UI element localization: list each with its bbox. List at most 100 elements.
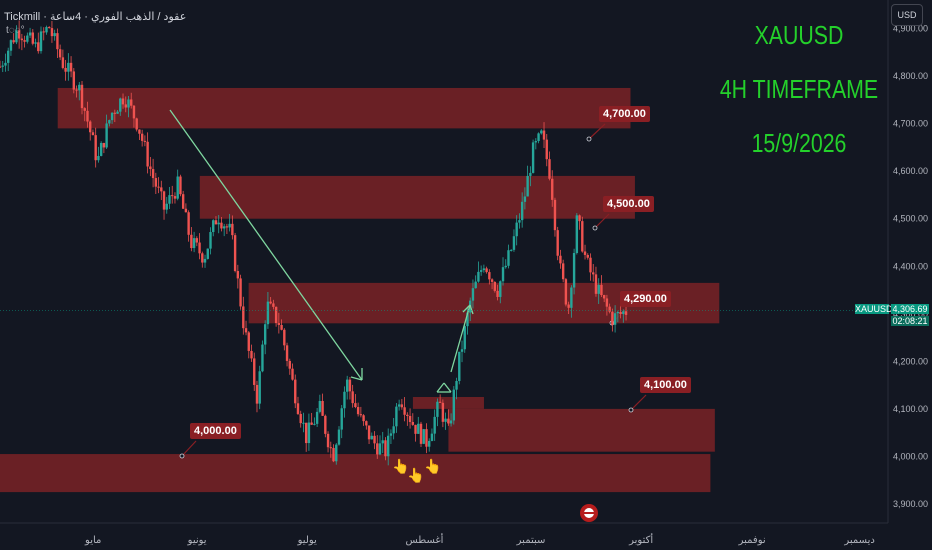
- candle-body: [209, 232, 212, 249]
- zone-label-connector: [181, 440, 197, 457]
- candle-body: [94, 135, 97, 161]
- zone-label-connector: [594, 213, 610, 229]
- candle-body: [253, 358, 256, 385]
- candle-body: [326, 433, 330, 448]
- candle-body: [354, 403, 357, 408]
- candle-body: [146, 141, 149, 167]
- zone-label-connector: [630, 394, 647, 411]
- candle-body: [559, 255, 562, 264]
- y-tick-label: 3,900.00: [893, 499, 928, 509]
- candle-body: [392, 426, 395, 434]
- zone-price-label[interactable]: 4,700.00: [599, 106, 650, 122]
- x-tick-label: أكتوبر: [628, 533, 653, 546]
- candle-body: [45, 27, 48, 33]
- candle-body: [575, 215, 579, 253]
- candle-body: [201, 253, 204, 263]
- candle-body: [384, 440, 387, 457]
- candle-body: [444, 418, 447, 422]
- x-tick-label: سبتمبر: [516, 535, 546, 546]
- candle-body: [244, 328, 248, 333]
- y-tick-label: 4,400.00: [893, 261, 928, 271]
- candle-body: [190, 234, 193, 249]
- trend-arrow-line: [462, 304, 471, 313]
- candle-body: [471, 288, 475, 301]
- candle-body: [56, 33, 59, 50]
- candlesticks: [0, 20, 628, 466]
- candle-body: [386, 435, 390, 457]
- candle-body: [99, 142, 103, 156]
- candle-body: [12, 40, 15, 43]
- zone-price-label[interactable]: 4,290.00: [620, 291, 671, 307]
- candle-body: [37, 42, 40, 52]
- price-tag-price: 4,306.69: [891, 303, 929, 314]
- candle-body: [225, 226, 229, 228]
- candle-body: [151, 169, 155, 179]
- candle-body: [523, 196, 527, 202]
- hand-pointer-icon: 👆: [392, 458, 409, 475]
- candle-body: [351, 391, 354, 404]
- candle-body: [611, 311, 614, 325]
- candle-body: [78, 84, 81, 91]
- candle-body: [206, 248, 209, 259]
- candle-body: [135, 118, 138, 130]
- candle-body: [171, 195, 174, 197]
- candle-body: [438, 401, 442, 403]
- candle-body: [266, 301, 270, 325]
- zone-rect: [412, 397, 484, 409]
- trend-arrow-line: [450, 304, 471, 373]
- candle-body: [184, 208, 188, 213]
- candle-body: [356, 407, 360, 415]
- candle-body: [162, 191, 166, 210]
- candle-body: [329, 447, 332, 449]
- trend-arrows: [169, 109, 474, 393]
- candle-body: [296, 403, 300, 414]
- currency-button[interactable]: USD: [891, 4, 923, 26]
- candle-body: [447, 418, 450, 424]
- candle-body: [130, 99, 133, 106]
- candle-body: [449, 420, 453, 424]
- candle-body: [507, 250, 510, 266]
- candle-body: [520, 201, 524, 221]
- zone-price-label[interactable]: 4,000.00: [190, 423, 241, 439]
- hand-pointer-icon: 👆: [424, 458, 441, 475]
- tradingview-logo-icon[interactable]: [580, 504, 598, 522]
- candle-body: [105, 123, 108, 148]
- candle-body: [622, 311, 625, 314]
- candle-body: [50, 28, 54, 37]
- candle-body: [236, 271, 240, 279]
- candle-body: [299, 413, 302, 424]
- candle-body: [138, 129, 141, 134]
- candle-body: [551, 178, 554, 200]
- candle-body: [373, 435, 376, 444]
- candle-body: [132, 105, 136, 119]
- zone-price-label[interactable]: 4,500.00: [603, 196, 654, 212]
- candle-body: [589, 257, 592, 273]
- candle-body: [291, 368, 294, 380]
- y-tick-label: 4,100.00: [893, 404, 928, 414]
- candle-body: [108, 120, 111, 124]
- candle-body: [510, 249, 513, 251]
- candle-body: [553, 199, 557, 231]
- x-axis-ticks: مايو يونيو يوليو أغسطس سبتمبر أكتوبر نوفمبر ديس…: [84, 533, 875, 546]
- candle-body: [263, 324, 267, 345]
- candle-body: [64, 67, 67, 72]
- zone-price-label[interactable]: 4,100.00: [640, 377, 691, 393]
- candle-body: [411, 421, 415, 425]
- candle-body: [395, 406, 398, 427]
- candle-body: [31, 32, 35, 44]
- candle-body: [359, 414, 363, 416]
- candle-body: [592, 272, 595, 275]
- candle-body: [261, 344, 264, 372]
- trend-arrow-line: [350, 376, 363, 381]
- candle-body: [67, 62, 70, 72]
- candle-body: [143, 140, 147, 142]
- candle-body: [572, 252, 576, 288]
- candle-body: [529, 172, 532, 176]
- candle-body: [91, 132, 95, 136]
- candle-body: [80, 84, 84, 109]
- candle-body: [280, 324, 283, 330]
- candle-body: [403, 407, 406, 415]
- candle-body: [526, 175, 529, 197]
- candle-body: [419, 423, 423, 444]
